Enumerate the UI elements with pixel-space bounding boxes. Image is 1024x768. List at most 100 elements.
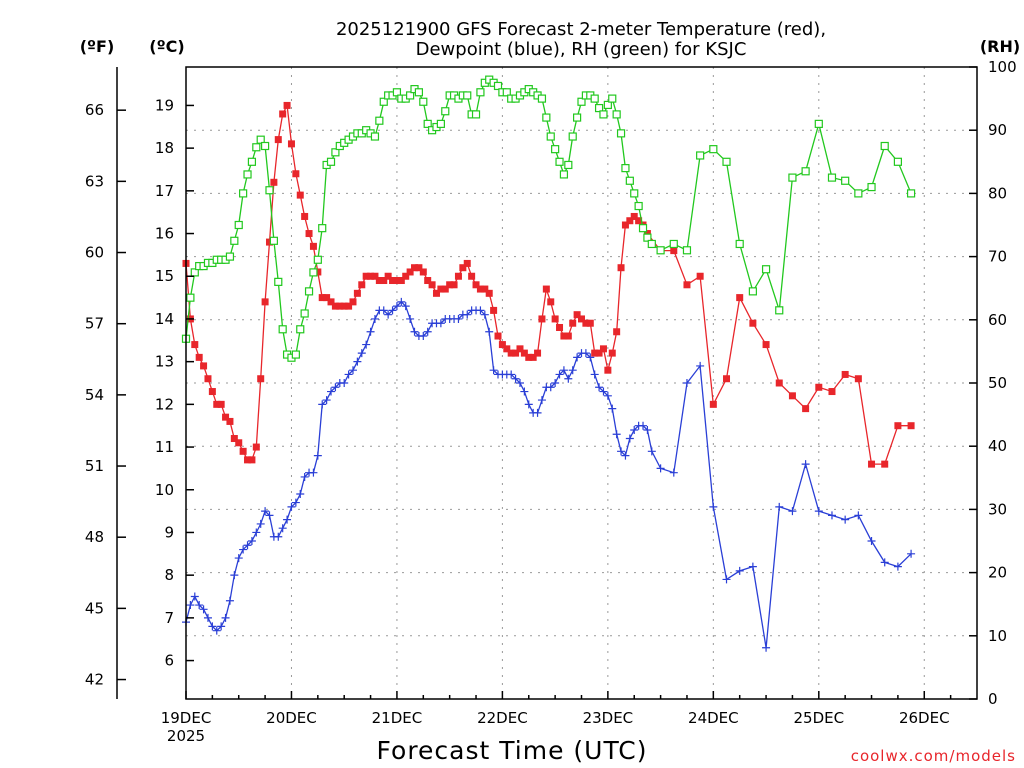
2-meter-temperature-point [512,349,520,357]
rh-point [880,141,889,151]
rh-point [291,350,300,359]
rh-point [551,145,560,154]
2-meter-temperature-point [274,136,282,144]
dewpoint-point [476,306,485,315]
rh-point [608,94,617,103]
2-meter-temperature-point [569,319,577,327]
rh-point [436,119,445,128]
dewpoint-point [436,319,445,328]
rh-point [239,189,248,198]
rh-point [906,189,916,198]
2-meter-temperature-point [362,272,370,280]
2-meter-temperature-point [261,298,269,306]
rh-point [722,157,731,166]
2-meter-temperature-point [556,323,564,331]
dewpoint-point [186,601,195,610]
dewpoint-point [419,332,428,341]
rh-point [827,173,837,182]
dewpoint-point [590,370,599,379]
rh-point [696,151,705,160]
dewpoint-point [555,370,564,379]
2-meter-temperature-point [200,362,208,370]
dewpoint-point [199,605,208,614]
2-meter-temperature-point [573,311,581,319]
2-meter-temperature-point [723,375,731,383]
2-meter-temperature-point [230,435,238,443]
dewpoint-point [322,396,331,405]
dewpoint-point [551,379,560,387]
2-meter-temperature-point [375,277,383,285]
rh-point [599,110,608,119]
rh-point [594,103,604,113]
fahrenheit-tick-label: 57 [85,315,104,333]
dewpoint-point [291,498,300,507]
rh-point [318,224,327,233]
x-axis-title: Forecast Time (UTC) [377,736,648,765]
dewpoint-point [379,306,388,315]
2-meter-temperature-point [314,268,322,276]
rh-point [841,176,850,185]
rh-point [379,97,388,106]
dewpoint-point [564,374,573,383]
dewpoint-point [313,451,322,460]
fahrenheit-tick-label: 42 [85,671,104,689]
2-meter-temperature-point [323,294,331,302]
2-meter-temperature-point [213,400,221,408]
fahrenheit-tick-label: 60 [85,244,104,262]
rh-point [476,88,485,97]
dewpoint-point [406,314,415,323]
dewpoint-point [907,549,916,558]
dewpoint-point [841,515,850,524]
rh-point [625,176,634,185]
rh-point [414,88,424,97]
rh-point [621,164,630,173]
2-meter-temperature-point [450,281,458,289]
2-meter-temperature-point [516,345,524,353]
rh-point [261,141,270,151]
2-meter-temperature-point [490,306,498,314]
rh-point [735,239,744,249]
dewpoint-point [748,562,757,571]
rh-point [406,91,415,100]
fahrenheit-tick-label: 48 [85,528,104,546]
rh-point [647,239,656,249]
rh-tick-label: 60 [988,311,1007,329]
rh-point [296,325,305,334]
rh-point [265,186,274,195]
rh-point [603,100,612,110]
rh-tick-label: 0 [988,690,998,708]
dewpoint-point [296,490,305,499]
rh-point [867,182,876,192]
dewpoint-point [867,537,876,545]
2-meter-temperature-point [432,289,440,297]
fahrenheit-tick-label: 51 [85,457,104,475]
x-tick-label: 22DEC [477,709,528,727]
rh-point [801,167,810,176]
dewpoint-point [559,366,568,375]
rh-tick-label: 40 [988,437,1007,455]
rh-point [573,113,582,122]
dewpoint-point [524,400,533,409]
2-meter-temperature-point [696,272,704,280]
dewpoint-point [203,613,212,622]
rh-point [423,119,432,128]
rh-point [502,88,511,97]
dewpoint-point [247,537,256,545]
2-meter-temperature-point [762,341,770,349]
fahrenheit-tick-label: 63 [85,172,104,190]
axes [116,66,978,700]
2-meter-temperature-point [424,277,432,285]
dewpoint-point [639,421,648,430]
dewpoint-point [454,314,463,323]
dewpoint-point [278,524,287,533]
2-meter-temperature-point [749,319,757,327]
x-tick-label: 19DEC [161,709,212,727]
2-meter-temperature-point [683,281,691,289]
fahrenheit-tick-label: 66 [85,101,104,119]
2-meter-temperature-point [494,332,502,340]
dewpoint-point [608,404,617,413]
rh-point [788,173,797,182]
2-meter-temperature-point [270,178,278,186]
2-meter-temperature-point [591,349,599,357]
2-meter-temperature-point [419,268,427,276]
